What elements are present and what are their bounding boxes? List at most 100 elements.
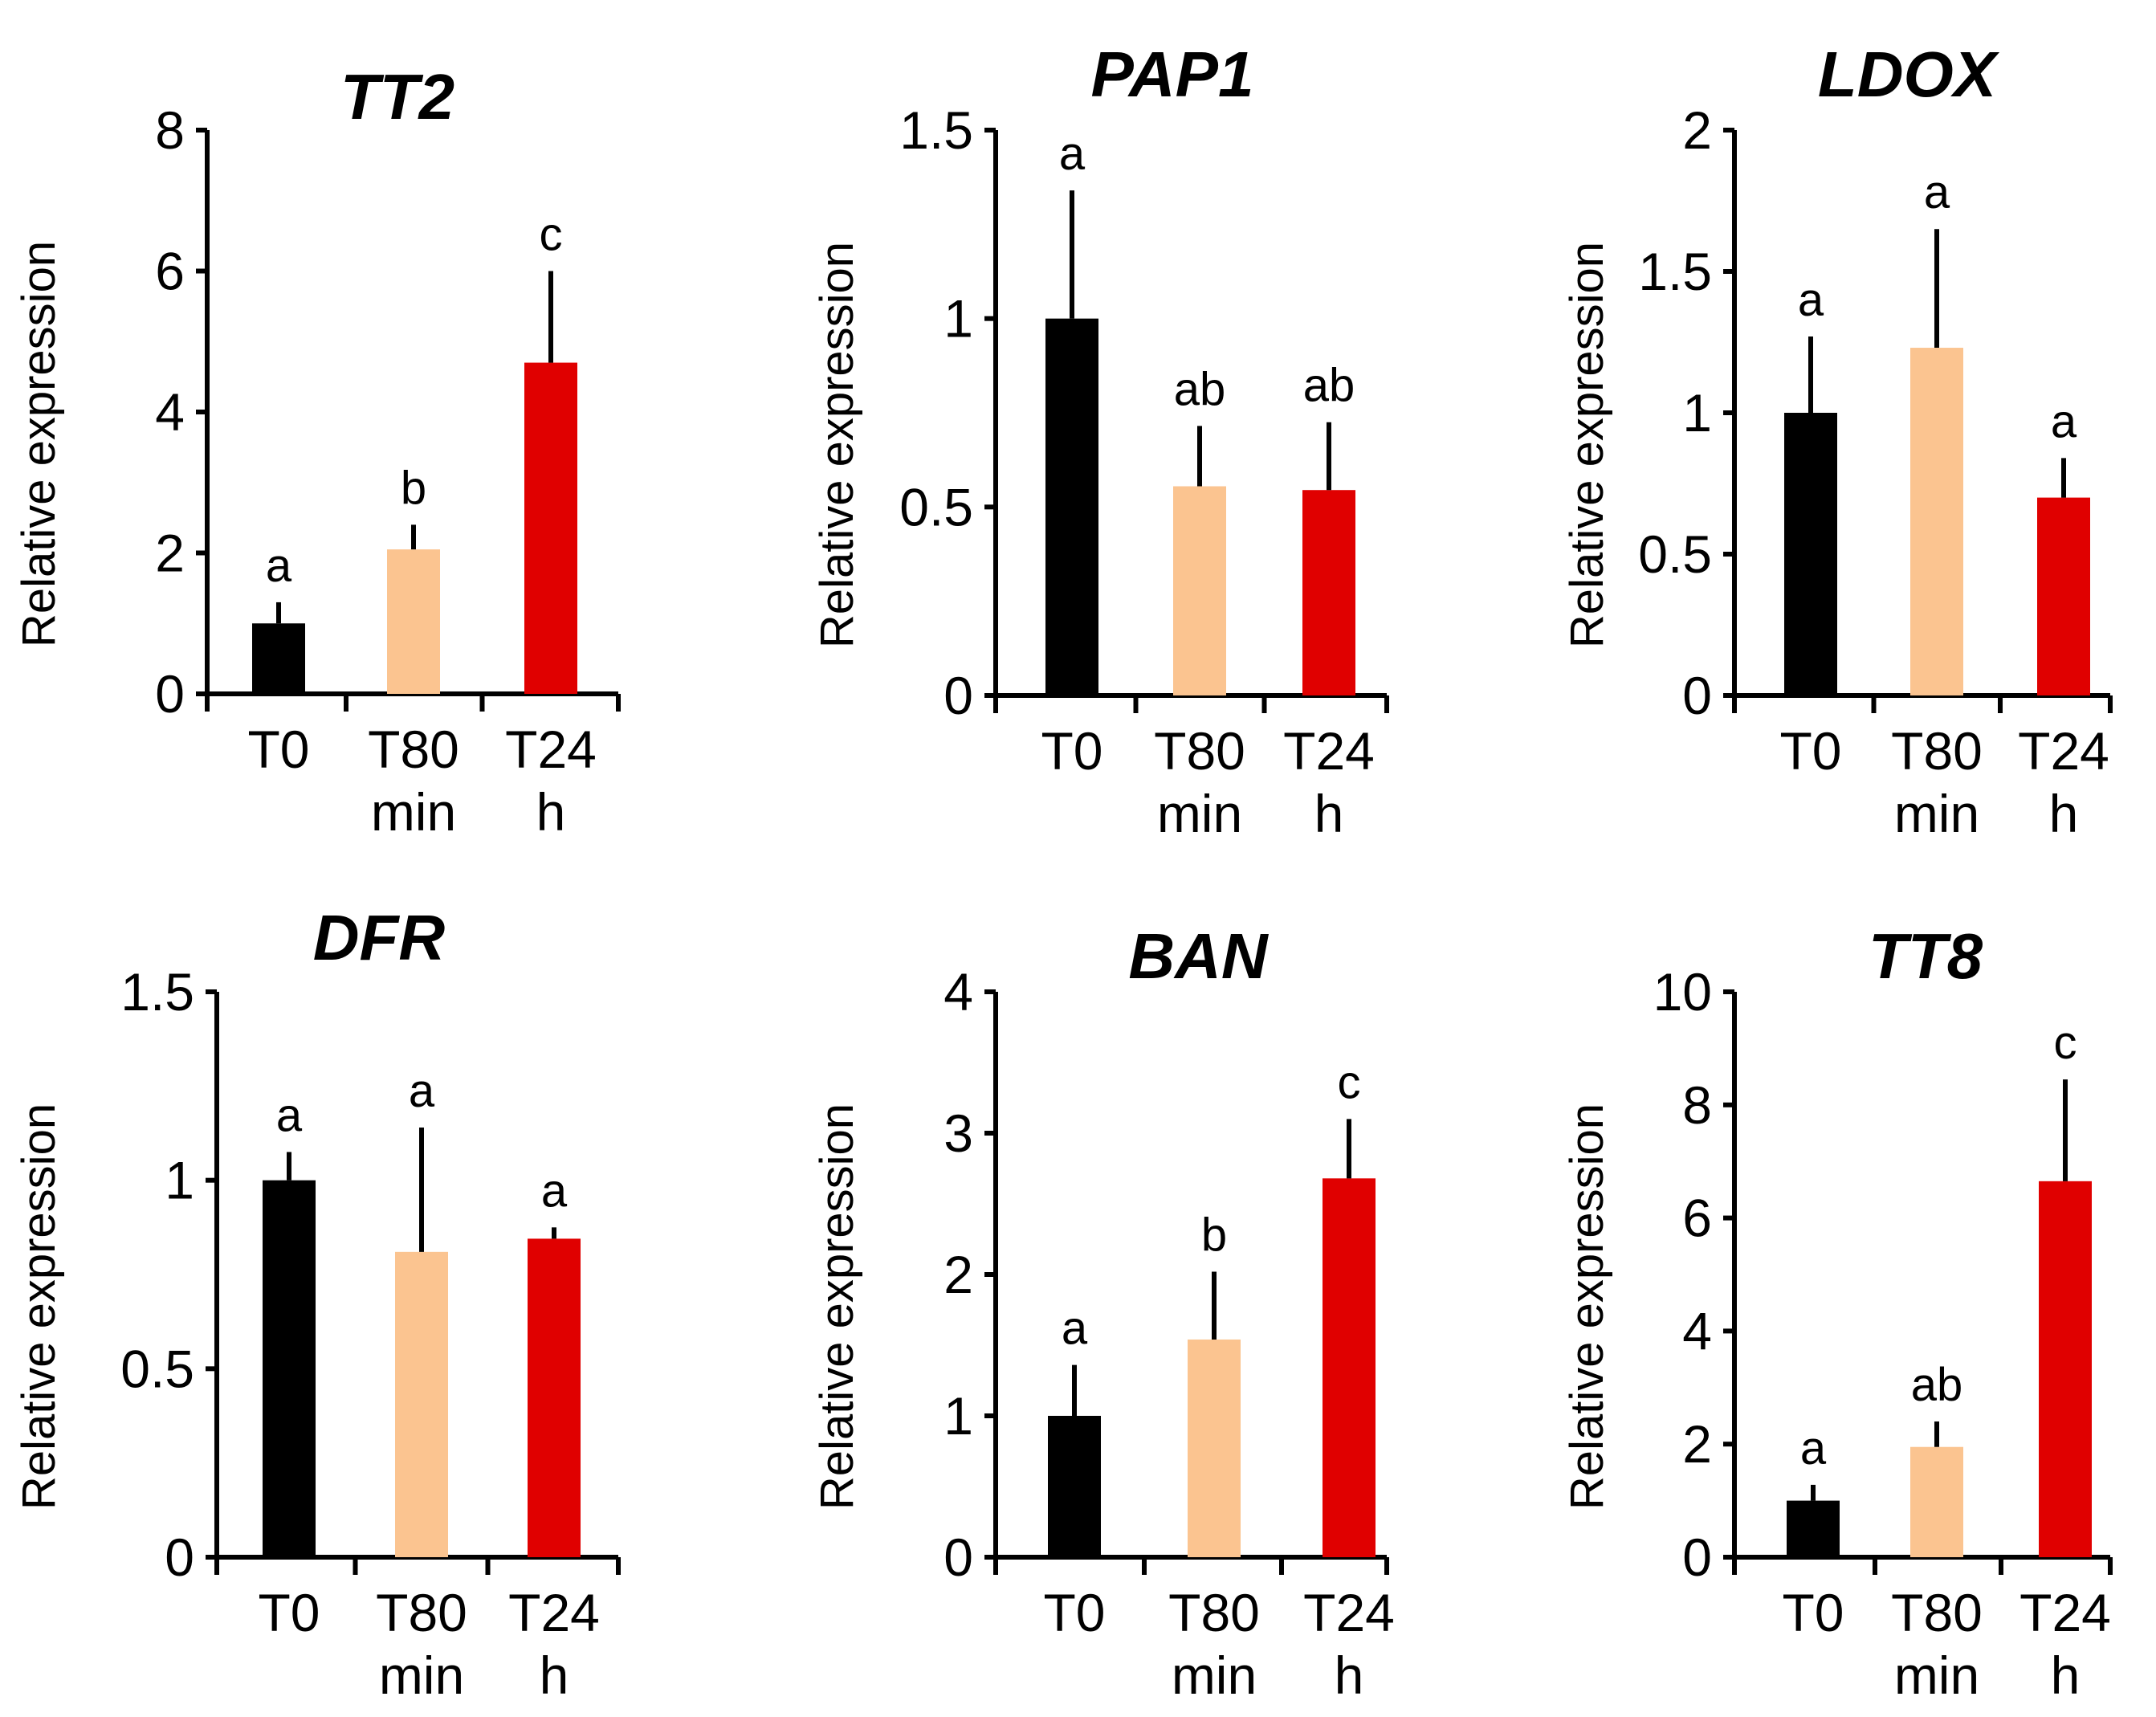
x-tick-label: min [371, 782, 456, 842]
significance-label: c [2054, 1017, 2077, 1069]
y-tick-label: 1 [1682, 383, 1712, 443]
bar-t80 [387, 549, 440, 694]
y-tick-label: 2 [1682, 1414, 1712, 1474]
bar-t80 [395, 1251, 448, 1557]
y-tick-label: 10 [1653, 962, 1712, 1022]
bar-t80 [1188, 1339, 1241, 1557]
significance-label: ab [1911, 1359, 1963, 1411]
x-tick-label: T80 [1168, 1583, 1260, 1642]
bar-t24 [2039, 1181, 2092, 1557]
y-tick-label: 0.5 [120, 1339, 194, 1398]
chart-panel-tt8: TT8 Relative expression 0 2 4 6 8 10 a T0 ab T80min… [1561, 920, 2113, 1705]
y-axis-label: Relative expression [1561, 1103, 1613, 1510]
y-tick-label: 1.5 [120, 962, 194, 1022]
y-tick-label: 1 [165, 1151, 194, 1210]
y-tick-label: 1 [944, 1386, 973, 1446]
significance-label: c [540, 209, 563, 261]
x-tick-label: T80 [368, 720, 459, 779]
bar-t0 [1048, 1416, 1101, 1557]
y-tick-label: 0 [1682, 1527, 1712, 1587]
significance-label: a [409, 1065, 435, 1117]
x-tick-label: min [1894, 784, 1979, 843]
significance-label: a [1059, 128, 1086, 180]
significance-label: ab [1303, 360, 1355, 412]
x-tick-label: T24 [2018, 721, 2109, 781]
chart-title: TT2 [340, 61, 454, 133]
y-tick-label: 2 [944, 1245, 973, 1304]
significance-label: b [401, 462, 426, 514]
x-tick-label: T0 [1782, 1583, 1844, 1642]
bar-t0 [252, 623, 305, 694]
y-axis-label: Relative expression [13, 241, 65, 647]
x-tick-label: min [1157, 784, 1242, 843]
x-tick-label: T0 [1041, 721, 1102, 781]
y-tick-label: 1 [944, 289, 973, 349]
y-axis-label: Relative expression [811, 242, 863, 648]
x-tick-label: T0 [1779, 721, 1841, 781]
y-tick-label: 1.5 [1638, 242, 1712, 301]
x-tick-label: h [2051, 1646, 2081, 1705]
y-tick-label: 0 [155, 664, 185, 724]
y-tick-label: 1.5 [899, 100, 973, 160]
x-tick-label: min [1894, 1646, 1979, 1705]
y-tick-label: 0 [944, 1527, 973, 1587]
chart-title: TT8 [1869, 920, 1983, 992]
y-axis-label: Relative expression [13, 1103, 65, 1510]
significance-label: a [1924, 166, 1950, 218]
x-tick-label: h [1314, 784, 1344, 843]
x-tick-label: T24 [505, 720, 597, 779]
x-tick-label: T80 [1891, 1583, 1983, 1642]
x-tick-label: T80 [1154, 721, 1245, 781]
significance-label: a [1800, 1422, 1827, 1474]
chart-title: DFR [313, 902, 446, 973]
bar-t24 [524, 362, 577, 694]
x-tick-label: min [379, 1646, 464, 1705]
significance-label: a [1798, 274, 1824, 326]
y-tick-label: 4 [944, 962, 973, 1022]
bar-t0 [1784, 413, 1837, 695]
bar-t24 [2037, 497, 2090, 695]
x-tick-label: T24 [2019, 1583, 2111, 1642]
chart-title: LDOX [1818, 39, 2000, 110]
significance-label: a [276, 1089, 303, 1141]
x-tick-label: h [540, 1646, 569, 1705]
significance-label: a [2051, 395, 2077, 447]
x-tick-label: T24 [508, 1583, 600, 1642]
y-tick-label: 4 [155, 382, 185, 442]
x-tick-label: min [1172, 1646, 1257, 1705]
y-tick-label: 3 [944, 1103, 973, 1163]
x-tick-label: T24 [1303, 1583, 1395, 1642]
x-tick-label: h [536, 782, 566, 842]
bar-t80 [1910, 348, 1963, 695]
significance-label: ab [1174, 363, 1226, 415]
x-tick-label: T0 [258, 1583, 320, 1642]
chart-title: BAN [1128, 920, 1270, 992]
bar-t24 [528, 1238, 581, 1557]
significance-label: b [1201, 1209, 1227, 1261]
bar-t80 [1910, 1446, 1963, 1557]
y-tick-label: 0.5 [1638, 524, 1712, 584]
bar-t80 [1173, 486, 1226, 695]
x-tick-label: h [2049, 784, 2079, 843]
y-tick-label: 6 [1682, 1189, 1712, 1248]
y-tick-label: 4 [1682, 1301, 1712, 1360]
y-tick-label: 2 [1682, 100, 1712, 160]
y-tick-label: 2 [155, 524, 185, 583]
x-tick-label: h [1335, 1646, 1364, 1705]
bar-t0 [1787, 1500, 1840, 1557]
x-tick-label: T24 [1283, 721, 1375, 781]
chart-title: PAP1 [1090, 39, 1253, 110]
y-tick-label: 0.5 [899, 477, 973, 536]
significance-label: a [1062, 1303, 1088, 1355]
y-tick-label: 8 [155, 100, 185, 160]
bar-t0 [263, 1180, 316, 1557]
chart-panel-ldox: LDOX Relative expression 0 0.5 1 1.5 2 a T0 a T80m… [1561, 39, 2113, 843]
bar-t24 [1302, 490, 1355, 695]
y-axis-label: Relative expression [1561, 242, 1613, 648]
significance-label: c [1338, 1056, 1361, 1108]
chart-panel-pap1: PAP1 Relative expression 0 0.5 1 1.5 a T0 ab T80m… [811, 39, 1389, 843]
chart-panel-dfr: DFR Relative expression 0 0.5 1 1.5 a T0 a T80min… [13, 902, 621, 1705]
y-tick-label: 0 [165, 1527, 194, 1587]
